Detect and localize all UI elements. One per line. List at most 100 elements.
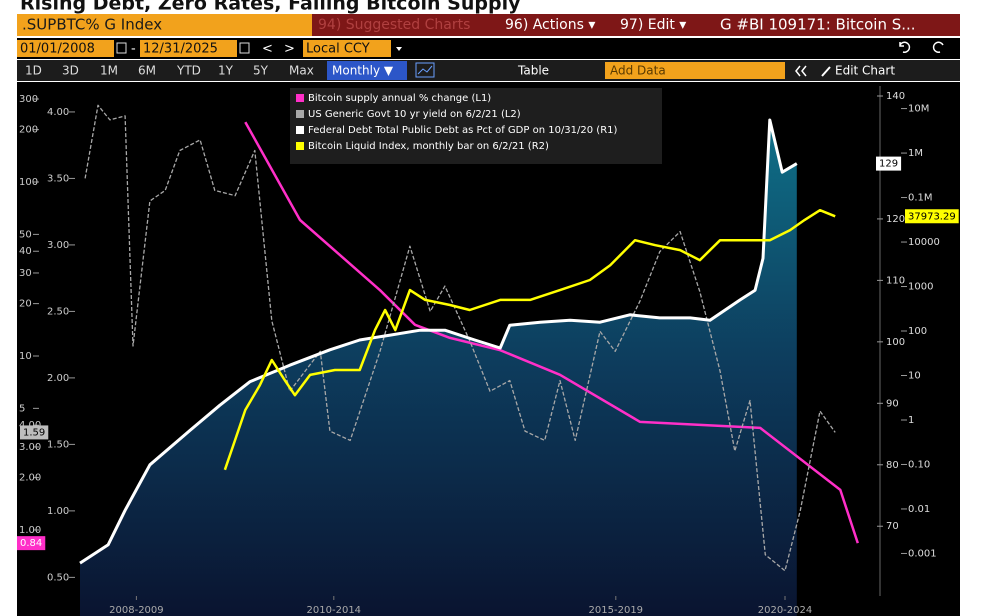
- y-tick-label: 3.50: [47, 173, 69, 184]
- last-value-tag: 37973.29: [908, 211, 956, 222]
- y-tick-label: 110: [886, 275, 905, 286]
- add-data-field[interactable]: [605, 62, 785, 79]
- y-tick-label: 5: [19, 403, 25, 414]
- menu-item[interactable]: 94) Suggested Charts: [318, 17, 470, 33]
- series-line: [223, 208, 836, 471]
- y-tick-label: 4.00: [47, 107, 69, 118]
- nav-prev[interactable]: <: [262, 42, 273, 57]
- y-tick-label: 1.00: [19, 525, 41, 536]
- y-tick-label: 20: [19, 299, 32, 310]
- refresh-icon[interactable]: [932, 41, 944, 53]
- x-tick-label: 2020-2024: [758, 605, 813, 616]
- option-bar: [17, 60, 960, 81]
- x-tick-label: 2010-2014: [307, 605, 362, 616]
- period-button[interactable]: 1D: [25, 64, 42, 78]
- y-tick-label: 100: [886, 337, 905, 348]
- date-separator: -: [131, 42, 136, 57]
- series-area: [80, 120, 797, 616]
- y-tick-label: 100: [908, 326, 927, 337]
- y-tick-label: 10000: [908, 237, 940, 248]
- legend-label: Bitcoin Liquid Index, monthly bar on 6/2…: [308, 141, 549, 152]
- y-tick-label: 2.00: [19, 473, 41, 484]
- start-date: 01/01/2008: [20, 42, 95, 57]
- y-tick-label: 10: [908, 371, 921, 382]
- y-tick-label: 0.1M: [908, 193, 933, 204]
- edit-chart[interactable]: Edit Chart: [835, 64, 895, 78]
- start-date-field[interactable]: [17, 40, 114, 57]
- calendar-icon[interactable]: [239, 42, 250, 54]
- y-tick-label: 1: [908, 415, 914, 426]
- legend-swatch: [296, 126, 304, 134]
- legend-label: Bitcoin supply annual % change (L1): [308, 93, 491, 104]
- y-tick-label: 50: [19, 229, 32, 240]
- y-tick-label: 1000: [908, 282, 933, 293]
- legend-swatch: [296, 142, 304, 150]
- collapse-icon[interactable]: [795, 65, 807, 77]
- last-value-tag-box: [905, 209, 959, 224]
- last-value-tag-box: [876, 156, 902, 171]
- y-tick-label: 1M: [908, 148, 923, 159]
- y-tick-label: 0.50: [47, 572, 69, 583]
- period-button[interactable]: 1M: [100, 64, 118, 78]
- add-data: Add Data: [610, 64, 666, 78]
- y-tick-label: 1.50: [47, 439, 69, 450]
- nav-next[interactable]: >: [284, 42, 295, 57]
- y-tick-label: 3.00: [19, 442, 41, 453]
- y-tick-label: 10: [19, 351, 32, 362]
- y-tick-label: 80: [886, 460, 899, 471]
- period-button[interactable]: 1Y: [218, 64, 234, 78]
- period-button[interactable]: YTD: [176, 64, 201, 78]
- y-tick-label: 90: [886, 398, 899, 409]
- undo-icon[interactable]: [899, 41, 911, 53]
- y-tick-label: 300: [19, 94, 38, 105]
- currency: Local CCY: [306, 42, 370, 57]
- y-tick-label: 30: [19, 268, 32, 279]
- y-tick-label: 1.00: [47, 506, 69, 517]
- y-tick-label: 2.50: [47, 306, 69, 317]
- y-tick-label: 0.01: [908, 504, 930, 515]
- legend-label: Federal Debt Total Public Debt as Pct of…: [308, 125, 618, 136]
- security: .SUPBTC% G Index: [22, 16, 162, 34]
- last-value-tag-box: [20, 425, 49, 440]
- chart-type-icon[interactable]: [415, 62, 435, 78]
- series-line: [244, 121, 859, 544]
- end-date-field[interactable]: [140, 40, 237, 57]
- y-tick-label: 120: [886, 214, 905, 225]
- last-value-tag-box: [17, 536, 46, 551]
- last-value-tag: 1.59: [23, 427, 45, 438]
- series-line: [84, 104, 836, 572]
- y-tick-label: 70: [886, 521, 899, 532]
- y-tick-label: 40: [19, 246, 32, 257]
- chart-type-glyph: [417, 65, 433, 75]
- series-line: [79, 118, 798, 565]
- page-title: Rising Debt, Zero Rates, Falling Bitcoin…: [20, 0, 521, 15]
- currency-field[interactable]: [303, 40, 391, 57]
- legend-box: [290, 88, 662, 164]
- security-field[interactable]: [17, 14, 312, 36]
- period-button[interactable]: 6M: [138, 64, 156, 78]
- legend-swatch: [296, 94, 304, 102]
- menu-item[interactable]: 97) Edit ▾: [620, 17, 686, 33]
- period-button[interactable]: Max: [289, 64, 314, 78]
- legend-swatch: [296, 110, 304, 118]
- calendar-icon[interactable]: [116, 42, 127, 54]
- period-button[interactable]: 3D: [62, 64, 79, 78]
- frequency-field[interactable]: [327, 61, 407, 80]
- dropdown-arrow[interactable]: [396, 47, 402, 51]
- chart-title: G #BI 109171: Bitcoin S...: [720, 16, 916, 34]
- frequency: Monthly ▼: [332, 64, 394, 78]
- y-tick-label: 140: [886, 91, 905, 102]
- legend-label: US Generic Govt 10 yr yield on 6/2/21 (L…: [308, 109, 521, 120]
- y-tick-label: 100: [19, 177, 38, 188]
- last-value-tag: 0.84: [20, 538, 42, 549]
- x-tick-label: 2015-2019: [589, 605, 644, 616]
- period-button[interactable]: 5Y: [253, 64, 269, 78]
- y-tick-label: 3.00: [47, 240, 69, 251]
- end-date: 12/31/2025: [143, 42, 218, 57]
- table-button[interactable]: Table: [517, 64, 549, 78]
- menu-item[interactable]: 96) Actions ▾: [505, 17, 595, 33]
- x-tick-label: 2008-2009: [109, 605, 164, 616]
- last-value-tag: 129: [879, 159, 898, 170]
